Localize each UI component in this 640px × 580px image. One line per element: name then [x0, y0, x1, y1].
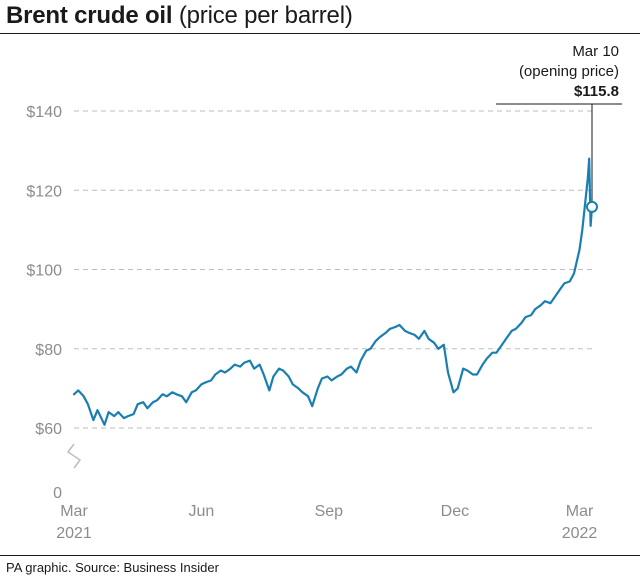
- price-series-line: [72, 157, 594, 426]
- x-tick-label: Mar: [60, 503, 88, 520]
- x-tick-label: Sep: [315, 503, 344, 520]
- axis-break-zigzag: [66, 443, 82, 469]
- price-line-chart: $140 $120 $100 $80 $60 0 Mar 2021 Jun Sep Dec Mar 2…: [26, 43, 622, 542]
- annotation-date: Mar 10: [572, 43, 619, 60]
- x-tick-label: Mar: [566, 503, 594, 520]
- source-credit: PA graphic. Source: Business Insider: [6, 560, 219, 575]
- annotation-note: (opening price): [519, 63, 619, 80]
- y-axis-ticks: $140 $120 $100 $80 $60 0: [26, 104, 62, 502]
- x-tick-year: 2021: [56, 525, 92, 542]
- y-tick-label: $140: [26, 104, 62, 121]
- axis-break-mark: [66, 443, 82, 469]
- y-tick-label: $60: [35, 421, 62, 438]
- chart-title: Brent crude oil (price per barrel): [6, 2, 353, 30]
- chart-title-units: (price per barrel): [178, 2, 353, 29]
- annotation: Mar 10 (opening price) $115.8: [496, 43, 622, 213]
- y-tick-label: 0: [53, 485, 62, 502]
- y-tick-label: $100: [26, 263, 62, 280]
- chart-title-main: Brent crude oil: [6, 2, 173, 29]
- annotation-marker: [586, 200, 598, 213]
- title-divider: [0, 33, 640, 34]
- x-tick-year: 2022: [562, 525, 598, 542]
- x-axis-ticks: Mar 2021 Jun Sep Dec Mar 2022: [56, 503, 597, 542]
- x-tick-label: Dec: [441, 503, 469, 520]
- series-lines: [72, 157, 594, 426]
- x-tick-label: Jun: [189, 503, 215, 520]
- footer-divider: [0, 555, 640, 556]
- y-tick-label: $120: [26, 183, 62, 200]
- annotation-value: $115.8: [574, 83, 619, 100]
- y-tick-label: $80: [35, 342, 62, 359]
